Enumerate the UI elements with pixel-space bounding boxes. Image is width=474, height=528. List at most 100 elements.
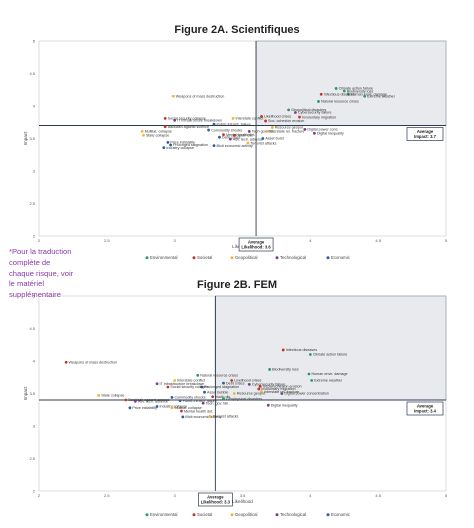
point-label: Public infrastr. failure — [183, 399, 217, 403]
point-label: Livelihood crises — [234, 379, 261, 383]
data-point — [310, 379, 314, 382]
data-point — [211, 395, 215, 399]
data-point — [212, 144, 216, 148]
average-impact-label: Average Impact: 3.7 — [414, 129, 437, 139]
y-tick-label: 5 — [33, 293, 36, 298]
legend-label: Economic — [331, 512, 351, 517]
point-label: Biodiversity loss — [347, 89, 374, 93]
legend-label: Technological — [280, 255, 306, 260]
data-point — [201, 401, 205, 405]
data-point — [247, 383, 251, 386]
y-tick-label: 3 — [33, 423, 36, 428]
point-label: Debt crises — [226, 381, 245, 385]
data-point — [260, 115, 263, 118]
point-label: Social security collapse — [168, 117, 206, 121]
data-point — [196, 373, 200, 377]
legend-label: Technological — [280, 512, 306, 517]
point-label: Commodity shocks — [174, 396, 205, 400]
data-point — [162, 146, 166, 150]
point-label: Multilat. collapse — [145, 130, 172, 134]
point-label: Social cohesion erosion — [263, 385, 302, 389]
data-point — [208, 414, 212, 418]
legend-marker — [192, 513, 196, 517]
data-point — [232, 392, 236, 395]
data-point — [257, 387, 261, 391]
point-label: Interstate conflict — [236, 117, 264, 121]
data-point — [218, 135, 221, 139]
data-point — [313, 131, 316, 135]
point-label: Illicit economic activity — [185, 415, 221, 419]
data-point — [200, 385, 204, 389]
point-label: Prolonged stagnation — [173, 143, 208, 147]
x-tick-label: 3.5 — [240, 493, 246, 498]
data-point — [170, 396, 174, 399]
y-axis-label: Impact — [23, 131, 28, 146]
data-point — [281, 348, 285, 352]
legend-label: Geopolitical — [235, 512, 257, 517]
data-point — [222, 381, 225, 385]
average-impact-label: Average Impact: 3.4 — [414, 403, 437, 413]
data-point — [169, 143, 172, 147]
data-point — [319, 92, 323, 96]
legend-marker — [275, 513, 279, 517]
data-point — [203, 390, 206, 394]
data-point — [363, 94, 366, 98]
data-point — [97, 394, 101, 397]
data-point — [280, 392, 284, 395]
y-tick-label: 4.5 — [29, 71, 35, 76]
high-risk-quadrant — [214, 295, 447, 401]
point-label: IT infrastructure breakdown — [177, 119, 222, 123]
point-label: State collapse — [146, 133, 169, 137]
x-tick-label: 2.5 — [104, 493, 110, 498]
point-label: Industry collapse — [160, 405, 188, 409]
point-label: Backlash against science — [168, 125, 209, 129]
y-axis-label: Impact — [23, 386, 28, 401]
data-point — [231, 116, 235, 120]
x-tick-label: 3 — [174, 493, 177, 498]
data-point — [334, 87, 338, 90]
point-label: Extreme weather — [314, 379, 343, 383]
point-label: Interstate rel. fracture — [264, 390, 299, 394]
point-label: Mental health det. — [226, 133, 255, 137]
point-label: Resource geopol. — [237, 392, 266, 396]
plot-frame — [38, 295, 447, 492]
data-point — [260, 390, 263, 393]
data-point — [247, 129, 251, 133]
chart-title: Figure 2B. FEM — [197, 279, 277, 291]
point-label: Extreme weather — [367, 94, 396, 98]
x-tick-label: 2 — [38, 493, 41, 498]
point-label: Illicit economic activity — [217, 144, 253, 148]
data-point — [170, 406, 174, 410]
data-point — [307, 372, 311, 376]
point-label: Debt crises — [222, 135, 241, 139]
point-label: Mental health det. — [184, 409, 213, 413]
data-point — [178, 399, 182, 403]
data-point — [298, 115, 301, 119]
point-label: Natural resource crises — [321, 100, 359, 104]
point-label: Cybersecurity failure — [252, 383, 286, 387]
point-label: Interstate rel. fracture — [269, 130, 304, 134]
point-label: Climate action failure — [313, 353, 347, 357]
data-point — [207, 128, 210, 132]
data-point — [346, 92, 350, 96]
x-tick-label: 4.5 — [375, 493, 381, 498]
chart-title: Figure 2A. Scientifiques — [174, 24, 299, 36]
x-tick-label: 2.5 — [104, 238, 110, 243]
point-label: Asset burst — [265, 137, 283, 141]
data-point — [230, 379, 234, 382]
point-label: Natural resource crises — [200, 374, 238, 378]
data-point — [163, 125, 167, 129]
data-point — [64, 360, 68, 364]
data-point — [228, 137, 232, 141]
data-point — [270, 126, 274, 129]
y-tick-label: 2 — [33, 233, 36, 238]
point-label: Price instability — [170, 141, 195, 145]
legend-label: Geopolitical — [235, 255, 257, 260]
legend-label: Environmental — [150, 512, 178, 517]
point-label: Soc. cohesion erosion — [268, 119, 304, 123]
point-label: Biodiversity loss — [272, 368, 299, 372]
data-point — [140, 129, 144, 133]
point-label: Terrorist attacks — [250, 141, 276, 145]
x-tick-label: 2 — [38, 238, 41, 243]
y-tick-label: 4 — [33, 103, 36, 108]
